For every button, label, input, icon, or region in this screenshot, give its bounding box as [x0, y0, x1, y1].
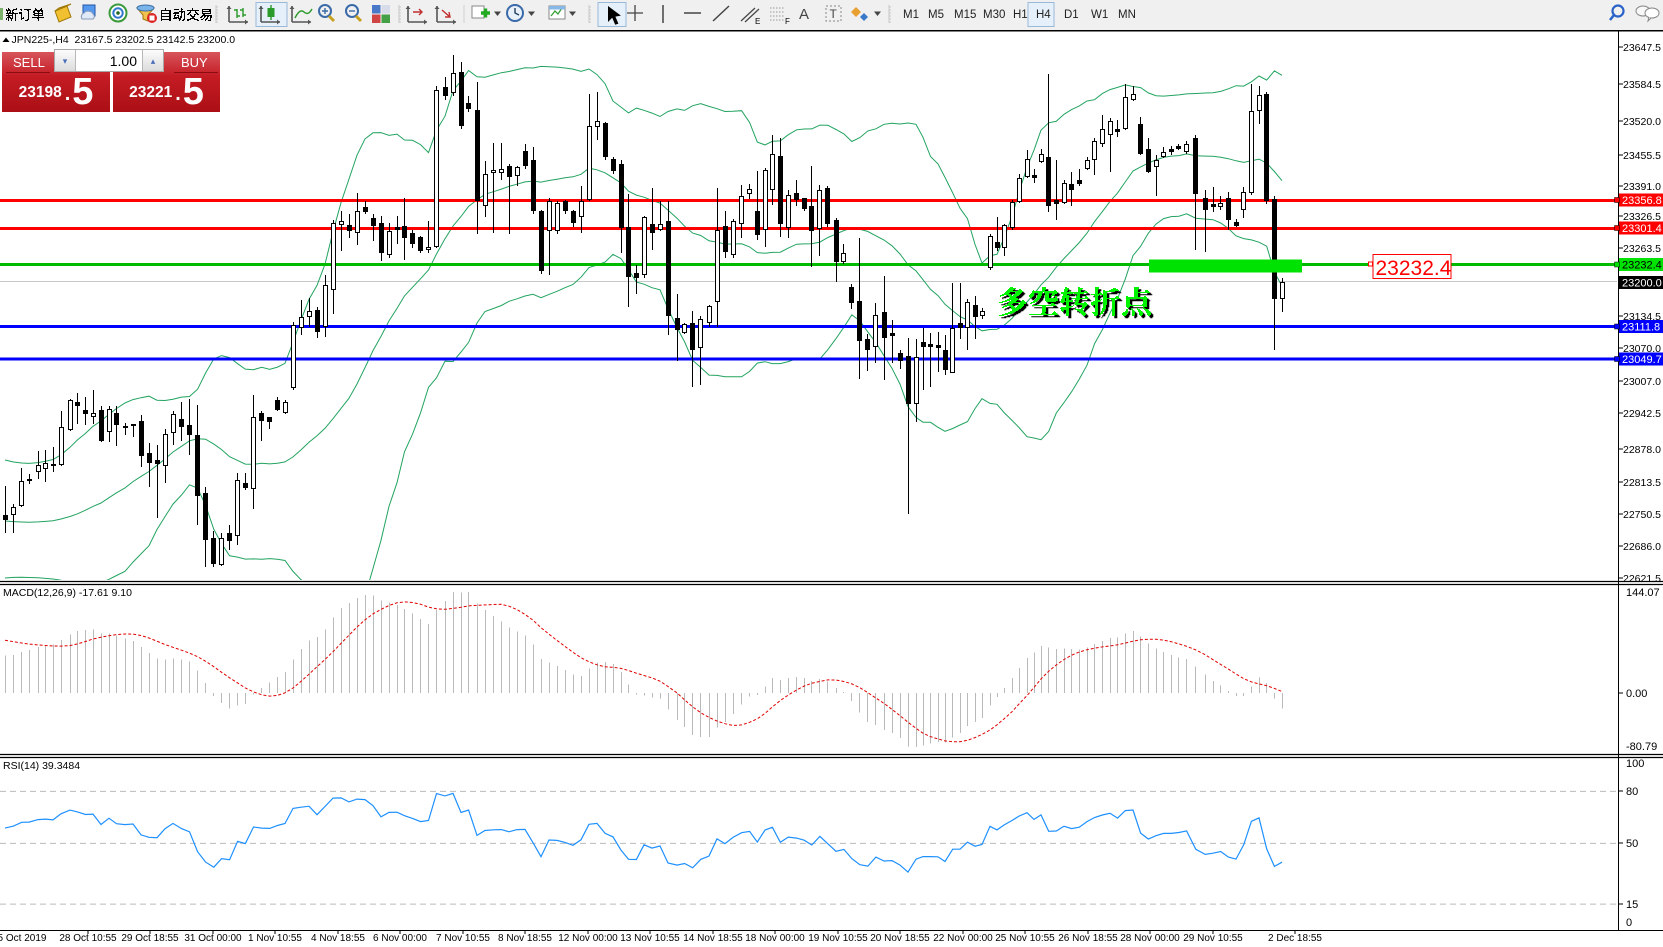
svg-text:22878.0: 22878.0	[1623, 444, 1661, 456]
svg-text:22750.5: 22750.5	[1623, 509, 1661, 521]
svg-text:7 Nov 10:55: 7 Nov 10:55	[436, 933, 490, 944]
svg-text:15: 15	[1626, 899, 1638, 911]
svg-text:0.00: 0.00	[1626, 688, 1647, 700]
svg-text:23049.7: 23049.7	[1622, 354, 1662, 366]
svg-text:H1: H1	[1013, 9, 1028, 21]
svg-text:22621.5: 22621.5	[1623, 573, 1661, 585]
svg-text:F: F	[785, 17, 790, 26]
svg-text:2 Dec 18:55: 2 Dec 18:55	[1268, 933, 1322, 944]
svg-text:19 Nov 10:55: 19 Nov 10:55	[808, 933, 868, 944]
svg-text:23232.4: 23232.4	[1622, 260, 1662, 272]
svg-text:18 Nov 00:00: 18 Nov 00:00	[745, 933, 805, 944]
svg-text:23391.0: 23391.0	[1623, 181, 1661, 193]
svg-text:22813.5: 22813.5	[1623, 477, 1661, 489]
svg-text:MACD(12,26,9) -17.61 9.10: MACD(12,26,9) -17.61 9.10	[3, 587, 132, 599]
svg-text:28 Nov 00:00: 28 Nov 00:00	[1120, 933, 1180, 944]
svg-text:8 Nov 18:55: 8 Nov 18:55	[498, 933, 552, 944]
svg-text:20 Nov 18:55: 20 Nov 18:55	[870, 933, 930, 944]
svg-text:M1: M1	[903, 9, 919, 21]
svg-text:22 Nov 00:00: 22 Nov 00:00	[933, 933, 993, 944]
svg-text:22686.0: 22686.0	[1623, 541, 1661, 553]
svg-text:M15: M15	[954, 9, 976, 21]
svg-text:23326.5: 23326.5	[1623, 211, 1661, 223]
svg-text:4 Nov 18:55: 4 Nov 18:55	[311, 933, 365, 944]
svg-text:31 Oct 00:00: 31 Oct 00:00	[184, 933, 242, 944]
svg-text:23647.5: 23647.5	[1623, 42, 1661, 54]
svg-text:22942.5: 22942.5	[1623, 408, 1661, 420]
svg-text:23070.0: 23070.0	[1623, 343, 1661, 355]
svg-text:1 Nov 10:55: 1 Nov 10:55	[248, 933, 302, 944]
svg-text:JPN225-,H4 23167.5 23202.5 23: JPN225-,H4 23167.5 23202.5 23142.5 23200…	[12, 34, 236, 46]
svg-text:T: T	[830, 7, 838, 21]
svg-text:23232.4: 23232.4	[1376, 257, 1452, 280]
svg-text:E: E	[755, 17, 760, 26]
svg-text:23584.5: 23584.5	[1623, 79, 1661, 91]
svg-text:100: 100	[1626, 758, 1644, 770]
svg-text:23455.5: 23455.5	[1623, 150, 1661, 162]
svg-text:A: A	[799, 6, 809, 23]
svg-text:D1: D1	[1064, 9, 1079, 21]
svg-text:29 Oct 18:55: 29 Oct 18:55	[121, 933, 179, 944]
svg-text:144.07: 144.07	[1626, 587, 1660, 599]
svg-text:13 Nov 10:55: 13 Nov 10:55	[620, 933, 680, 944]
svg-text:50: 50	[1626, 838, 1638, 850]
svg-text:14 Nov 18:55: 14 Nov 18:55	[683, 933, 743, 944]
svg-text:23520.0: 23520.0	[1623, 116, 1661, 128]
svg-text:W1: W1	[1091, 9, 1108, 21]
svg-text:28 Oct 10:55: 28 Oct 10:55	[59, 933, 117, 944]
svg-text:80: 80	[1626, 786, 1638, 798]
svg-text:12 Nov 00:00: 12 Nov 00:00	[558, 933, 618, 944]
svg-text:26 Nov 18:55: 26 Nov 18:55	[1058, 933, 1118, 944]
svg-text:MN: MN	[1118, 9, 1136, 21]
svg-text:H4: H4	[1036, 9, 1051, 21]
svg-text:M5: M5	[928, 9, 944, 21]
svg-text:23111.8: 23111.8	[1622, 322, 1660, 334]
svg-text:23263.5: 23263.5	[1623, 243, 1661, 255]
svg-text:RSI(14) 39.3484: RSI(14) 39.3484	[3, 760, 80, 772]
svg-text:29 Nov 10:55: 29 Nov 10:55	[1183, 933, 1243, 944]
svg-text:23200.0: 23200.0	[1622, 278, 1662, 290]
svg-text:25 Nov 10:55: 25 Nov 10:55	[995, 933, 1055, 944]
svg-text:-80.79: -80.79	[1626, 741, 1657, 753]
svg-text:25 Oct 2019: 25 Oct 2019	[0, 933, 47, 944]
svg-text:23301.4: 23301.4	[1622, 223, 1662, 235]
svg-text:23007.0: 23007.0	[1623, 376, 1661, 388]
svg-text:23356.8: 23356.8	[1622, 195, 1662, 207]
svg-text:M30: M30	[983, 9, 1005, 21]
svg-text:0: 0	[1626, 917, 1632, 929]
svg-text:6 Nov 00:00: 6 Nov 00:00	[373, 933, 427, 944]
